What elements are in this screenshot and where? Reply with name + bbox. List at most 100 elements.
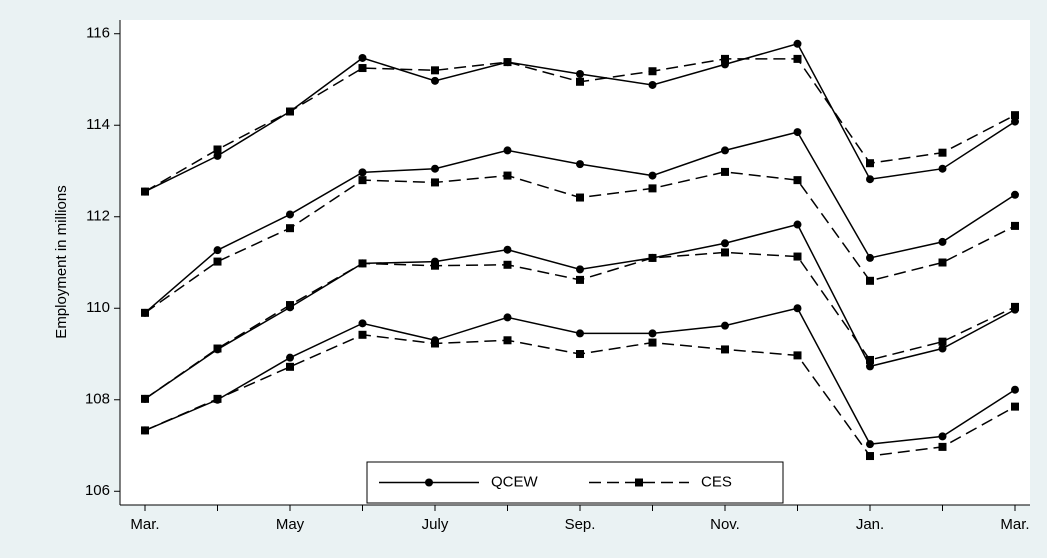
data-point [213, 257, 222, 266]
data-point [1011, 190, 1019, 199]
legend-marker [635, 478, 643, 487]
data-point [503, 336, 512, 345]
data-point [286, 210, 294, 219]
data-point [503, 245, 512, 254]
data-point [866, 175, 874, 184]
x-tick-label: Mar. [1000, 516, 1029, 533]
data-point [213, 151, 222, 160]
data-point [503, 146, 512, 155]
data-point [721, 321, 729, 330]
data-point [358, 319, 367, 328]
y-axis-title: Employment in millions [53, 185, 70, 338]
x-tick-label: Sep. [565, 516, 596, 533]
data-point [721, 248, 729, 257]
data-point [648, 338, 657, 347]
data-point [431, 66, 439, 75]
data-point [141, 308, 149, 317]
data-point [793, 39, 802, 48]
data-point [576, 265, 584, 274]
data-point [938, 344, 947, 353]
plot-area [120, 20, 1030, 505]
data-point [866, 253, 874, 262]
data-point [576, 160, 584, 169]
data-point [141, 426, 149, 435]
data-point [793, 220, 802, 229]
data-point [576, 77, 584, 86]
data-point [431, 178, 439, 187]
data-point [648, 253, 657, 262]
data-point [358, 259, 367, 268]
data-point [431, 164, 439, 173]
data-point [866, 440, 874, 449]
data-point [793, 54, 802, 63]
data-point [866, 276, 874, 285]
data-point [938, 164, 947, 173]
data-point [358, 168, 367, 177]
data-point [576, 69, 584, 78]
data-point [431, 76, 439, 85]
data-point [866, 452, 874, 461]
data-point [358, 176, 367, 185]
data-point [648, 329, 657, 338]
data-point [793, 176, 802, 185]
data-point [431, 261, 439, 270]
y-tick-label: 112 [86, 208, 110, 225]
data-point [286, 301, 294, 310]
data-point [503, 313, 512, 322]
data-point [721, 167, 729, 176]
data-point [648, 80, 657, 89]
data-point [358, 64, 367, 73]
legend-label: CES [701, 473, 732, 490]
data-point [141, 394, 149, 403]
x-tick-label: Nov. [710, 516, 740, 533]
x-tick-label: May [276, 516, 305, 533]
data-point [721, 146, 729, 155]
data-point [648, 184, 657, 193]
data-point [793, 351, 802, 360]
data-point [286, 107, 294, 116]
data-point [503, 58, 512, 67]
data-point [721, 345, 729, 354]
data-point [1011, 402, 1019, 411]
data-point [503, 171, 512, 180]
data-point [286, 362, 294, 371]
data-point [721, 239, 729, 248]
y-tick-label: 106 [85, 482, 110, 499]
legend-label: QCEW [491, 473, 539, 490]
y-tick-label: 108 [85, 391, 110, 408]
data-point [1011, 385, 1019, 394]
data-point [866, 355, 874, 364]
y-tick-label: 110 [86, 299, 110, 316]
data-point [1011, 302, 1019, 311]
data-point [938, 442, 947, 451]
data-point [576, 350, 584, 359]
data-point [648, 171, 657, 180]
data-point [213, 145, 222, 154]
data-point [286, 353, 294, 362]
data-point [938, 148, 947, 157]
y-tick-label: 116 [86, 25, 110, 42]
x-tick-label: Mar. [130, 516, 159, 533]
data-point [866, 362, 874, 371]
data-point [938, 432, 947, 441]
data-point [213, 344, 222, 353]
data-point [938, 337, 947, 346]
data-point [503, 260, 512, 269]
data-point [648, 67, 657, 76]
data-point [358, 53, 367, 62]
x-tick-label: Jan. [856, 516, 884, 533]
data-point [793, 304, 802, 313]
data-point [213, 246, 222, 255]
legend-marker [425, 478, 433, 487]
data-point [793, 128, 802, 137]
data-point [431, 339, 439, 348]
data-point [576, 329, 584, 338]
data-point [1011, 111, 1019, 120]
data-point [576, 193, 584, 202]
data-point [1011, 221, 1019, 230]
data-point [1011, 117, 1019, 126]
data-point [938, 237, 947, 246]
data-point [793, 252, 802, 261]
data-point [213, 394, 222, 403]
